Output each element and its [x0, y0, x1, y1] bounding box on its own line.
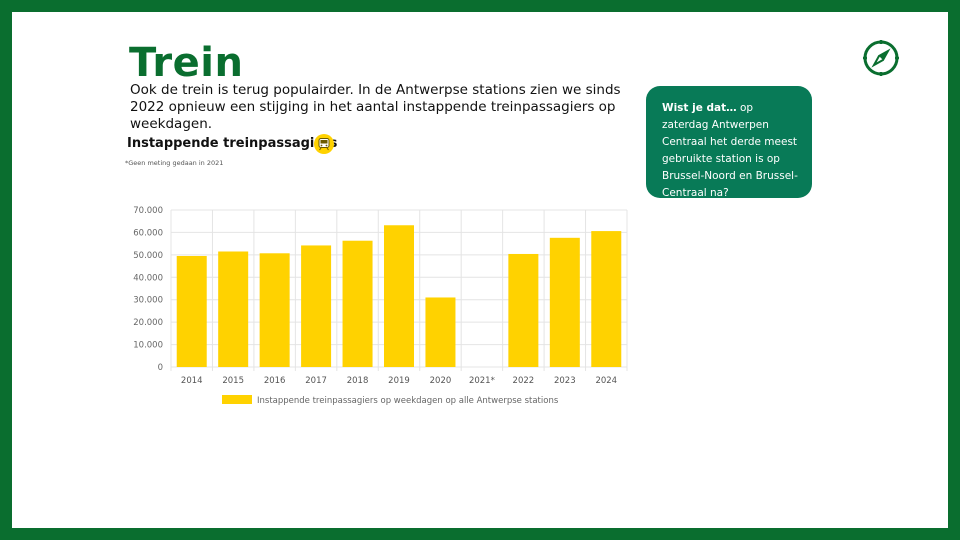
x-tick-label: 2015	[222, 376, 244, 386]
x-tick-label: 2019	[388, 376, 410, 386]
x-tick-label: 2018	[347, 376, 369, 386]
info-lead: Wist je dat…	[662, 102, 737, 114]
x-tick-label: 2016	[264, 376, 286, 386]
bar	[549, 237, 580, 367]
chart-note: *Geen meting gedaan in 2021	[125, 159, 224, 167]
bar	[342, 240, 373, 367]
bar	[259, 253, 290, 367]
x-tick-label: 2014	[181, 376, 203, 386]
bar	[301, 245, 332, 367]
y-tick-label: 40.000	[133, 273, 163, 283]
y-tick-label: 60.000	[133, 228, 163, 238]
y-tick-label: 30.000	[133, 296, 163, 306]
intro-text: Ook de trein is terug populairder. In de…	[130, 82, 621, 132]
train-icon	[314, 134, 334, 154]
legend-label: Instappende treinpassagiers op weekdagen…	[257, 396, 559, 406]
bar	[176, 255, 207, 367]
y-tick-label: 0	[158, 363, 163, 373]
y-tick-label: 50.000	[133, 251, 163, 261]
y-tick-label: 10.000	[133, 341, 163, 351]
y-tick-label: 20.000	[133, 318, 163, 328]
x-tick-label: 2017	[305, 376, 327, 386]
bar	[425, 297, 456, 367]
bar	[591, 231, 622, 367]
info-box: Wist je dat… op zaterdag Antwerpen Centr…	[646, 86, 812, 199]
x-tick-label: 2023	[554, 376, 576, 386]
x-tick-label: 2021*	[469, 376, 495, 386]
x-tick-label: 2022	[513, 376, 535, 386]
chart-title: Instappende treinpassagiers	[127, 136, 338, 151]
legend-swatch	[222, 395, 252, 404]
y-tick-label: 70.000	[133, 206, 163, 216]
compass-icon	[863, 40, 899, 76]
x-tick-label: 2024	[595, 376, 617, 386]
page-title: Trein	[129, 40, 244, 86]
bar	[218, 251, 249, 367]
info-text: op zaterdag Antwerpen Centraal het derde…	[662, 102, 798, 199]
x-tick-label: 2020	[430, 376, 452, 386]
bar	[508, 253, 539, 367]
bar	[384, 225, 414, 367]
